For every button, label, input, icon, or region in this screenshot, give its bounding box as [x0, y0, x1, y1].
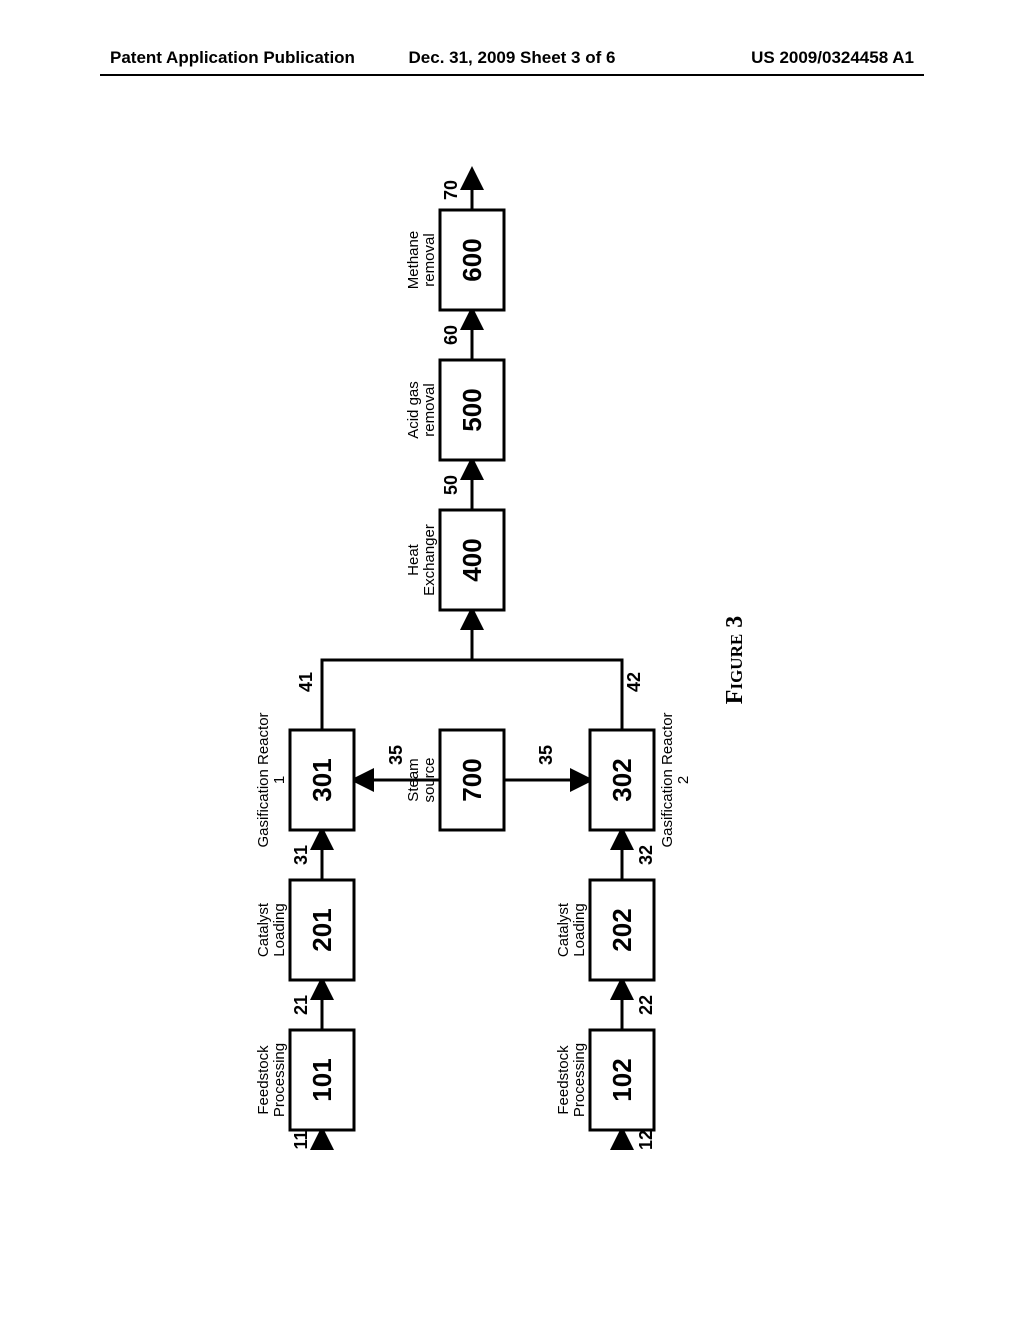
header-rule: [100, 74, 924, 76]
edge-label-70: 70: [441, 180, 461, 200]
figure-caption: Figure 3: [722, 616, 748, 704]
header-right: US 2009/0324458 A1: [646, 48, 914, 68]
node-label-102-l0: Feedstock: [555, 1045, 572, 1115]
edge-label-22: 22: [636, 995, 656, 1015]
node-label-301-l1: 1: [271, 776, 288, 784]
node-number-201: 201: [307, 908, 337, 951]
node-number-400: 400: [457, 538, 487, 581]
edge-label-32: 32: [636, 845, 656, 865]
node-number-302: 302: [607, 758, 637, 801]
node-number-600: 600: [457, 238, 487, 281]
node-label-400-l0: Heat: [405, 543, 422, 576]
node-label-600-l0: Methane: [405, 231, 422, 289]
figure-diagram: 11213112223235354142506070 101FeedstockP…: [252, 120, 772, 1200]
edge-label-35: 35: [536, 745, 556, 765]
node-label-600-l1: removal: [421, 233, 438, 286]
edge-label-60: 60: [441, 325, 461, 345]
node-label-400-l1: Exchanger: [421, 524, 438, 596]
edge-41: [322, 610, 472, 730]
edge-label-12: 12: [636, 1130, 656, 1150]
edge-label-35: 35: [386, 745, 406, 765]
header-left: Patent Application Publication: [110, 48, 378, 68]
node-number-301: 301: [307, 758, 337, 801]
node-label-301-l0: Gasification Reactor: [255, 712, 272, 847]
node-label-500-l1: removal: [421, 383, 438, 436]
edge-42: [472, 660, 622, 730]
node-number-500: 500: [457, 388, 487, 431]
node-number-102: 102: [607, 1058, 637, 1101]
edge-label-21: 21: [291, 995, 311, 1015]
node-label-500-l0: Acid gas: [405, 381, 422, 439]
node-label-700-l0: Steam: [405, 758, 422, 801]
node-label-302-l1: 2: [675, 776, 692, 784]
node-label-101-l1: Processing: [271, 1043, 288, 1117]
edge-label-41: 41: [296, 672, 316, 692]
node-label-101-l0: Feedstock: [255, 1045, 272, 1115]
node-label-202-l1: Loading: [571, 903, 588, 956]
edge-label-42: 42: [624, 672, 644, 692]
node-label-700-l1: source: [421, 757, 438, 802]
node-label-302-l0: Gasification Reactor: [659, 712, 676, 847]
node-label-202-l0: Catalyst: [555, 902, 572, 957]
edge-label-31: 31: [291, 845, 311, 865]
edge-label-11: 11: [291, 1130, 311, 1149]
header-center: Dec. 31, 2009 Sheet 3 of 6: [378, 48, 646, 68]
edge-label-50: 50: [441, 475, 461, 495]
node-label-201-l1: Loading: [271, 903, 288, 956]
page-header: Patent Application Publication Dec. 31, …: [0, 48, 1024, 68]
node-number-101: 101: [307, 1058, 337, 1101]
node-number-202: 202: [607, 908, 637, 951]
node-label-102-l1: Processing: [571, 1043, 588, 1117]
node-label-201-l0: Catalyst: [255, 902, 272, 957]
node-number-700: 700: [457, 758, 487, 801]
flowchart-svg: 11213112223235354142506070 101FeedstockP…: [252, 120, 772, 1200]
